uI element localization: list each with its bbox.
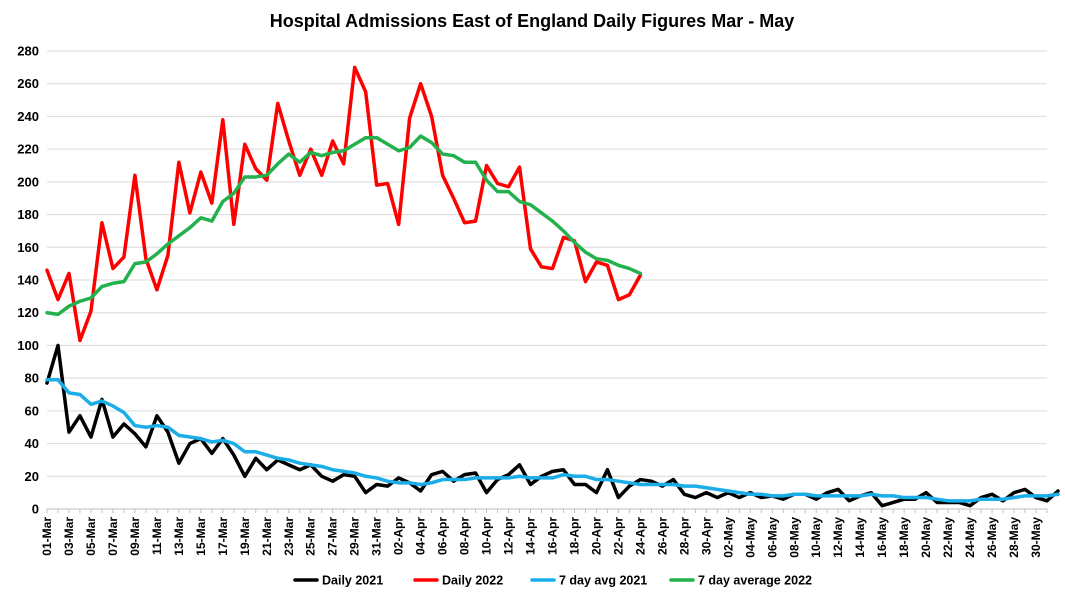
legend: Daily 2021 Daily 2022 7 day avg 2021 7 day … [293, 574, 812, 588]
x-tick-label: 10-May [809, 517, 823, 558]
x-tick-label: 01-Mar [40, 517, 54, 556]
y-tick-label: 80 [25, 371, 39, 386]
x-tick-label: 17-Mar [216, 517, 230, 556]
y-tick-label: 260 [17, 76, 39, 91]
x-tick-label: 16-Apr [545, 517, 559, 555]
legend-label: Daily 2021 [322, 574, 383, 588]
x-tick-label: 18-Apr [567, 517, 581, 555]
x-tick-label: 22-Apr [611, 517, 625, 555]
x-tick-label: 26-May [985, 517, 999, 558]
x-tick-label: 19-Mar [238, 517, 252, 556]
legend-label: 7 day average 2022 [698, 574, 812, 588]
y-tick-label: 120 [17, 305, 39, 320]
axes: 0 20 40 60 80 100 120 140 160 180 200 220 240 260 280 0… [17, 44, 1048, 558]
x-tick-label: 14-Apr [524, 517, 538, 555]
y-tick-label: 240 [17, 109, 39, 124]
x-tick-label: 23-Mar [282, 517, 296, 556]
x-tick-label: 07-Mar [106, 517, 120, 556]
series-line-daily-2021 [45, 343, 1060, 508]
x-tick-label: 03-Mar [62, 517, 76, 556]
x-tick-label: 08-Apr [458, 517, 472, 555]
legend-item: 7 day average 2022 [669, 574, 812, 588]
chart-title: Hospital Admissions East of England Dail… [270, 11, 794, 31]
x-tick-label: 30-May [1029, 517, 1043, 558]
y-tick-label: 220 [17, 142, 39, 157]
x-tick-label: 24-Apr [633, 517, 647, 555]
y-tick-label: 40 [25, 436, 39, 451]
y-tick-label: 180 [17, 207, 39, 222]
x-tick-label: 16-May [875, 517, 889, 558]
x-tick-label: 24-May [963, 517, 977, 558]
legend-label: 7 day avg 2021 [559, 574, 647, 588]
x-tick-label: 22-May [941, 517, 955, 558]
x-tick-label: 20-Apr [589, 517, 603, 555]
series-lines [45, 65, 1060, 508]
x-tick-label: 02-May [721, 517, 735, 558]
legend-item: Daily 2021 [293, 574, 383, 588]
y-tick-label: 0 [32, 502, 39, 517]
x-tick-label: 28-Apr [677, 517, 691, 555]
x-tick-label: 27-Mar [326, 517, 340, 556]
x-tick-label: 04-Apr [414, 517, 428, 555]
grid [47, 50, 1047, 477]
legend-item: 7 day avg 2021 [530, 574, 647, 588]
x-tick-label: 13-Mar [172, 517, 186, 556]
y-tick-label: 140 [17, 273, 39, 288]
x-tick-label: 28-May [1007, 517, 1021, 558]
x-tick-label: 11-Mar [150, 517, 164, 555]
x-tick-label: 21-Mar [260, 517, 274, 556]
y-tick-label: 200 [17, 174, 39, 189]
y-tick-label: 160 [17, 240, 39, 255]
x-tick-label: 09-Mar [128, 517, 142, 556]
series-line-daily-2022 [45, 65, 643, 343]
x-tick-label: 29-Mar [348, 517, 362, 556]
x-tick-label: 02-Apr [392, 517, 406, 555]
x-tick-label: 05-Mar [84, 517, 98, 556]
x-tick-label: 12-May [831, 517, 845, 558]
y-tick-label: 60 [25, 403, 39, 418]
x-tick-label: 20-May [919, 517, 933, 558]
series-line-7-day-avg-2021 [45, 378, 1060, 503]
x-tick-label: 25-Mar [304, 517, 318, 556]
x-tick-label: 31-Mar [370, 517, 384, 556]
series-line-7-day-average-2022 [45, 134, 643, 317]
x-tick-label: 14-May [853, 517, 867, 558]
legend-label: Daily 2022 [442, 574, 503, 588]
x-tick-label: 26-Apr [655, 517, 669, 555]
x-tick-label: 04-May [743, 517, 757, 558]
y-tick-label: 280 [17, 44, 39, 59]
x-tick-label: 08-May [787, 517, 801, 558]
x-tick-label: 12-Apr [502, 517, 516, 555]
y-tick-label: 20 [25, 469, 39, 484]
legend-item: Daily 2022 [413, 574, 503, 588]
x-tick-label: 06-May [765, 517, 779, 558]
y-tick-label: 100 [17, 338, 39, 353]
x-tick-label: 15-Mar [194, 517, 208, 556]
x-tick-label: 06-Apr [436, 517, 450, 555]
x-tick-label: 18-May [897, 517, 911, 558]
x-tick-label: 30-Apr [699, 517, 713, 555]
x-tick-label: 10-Apr [480, 517, 494, 555]
